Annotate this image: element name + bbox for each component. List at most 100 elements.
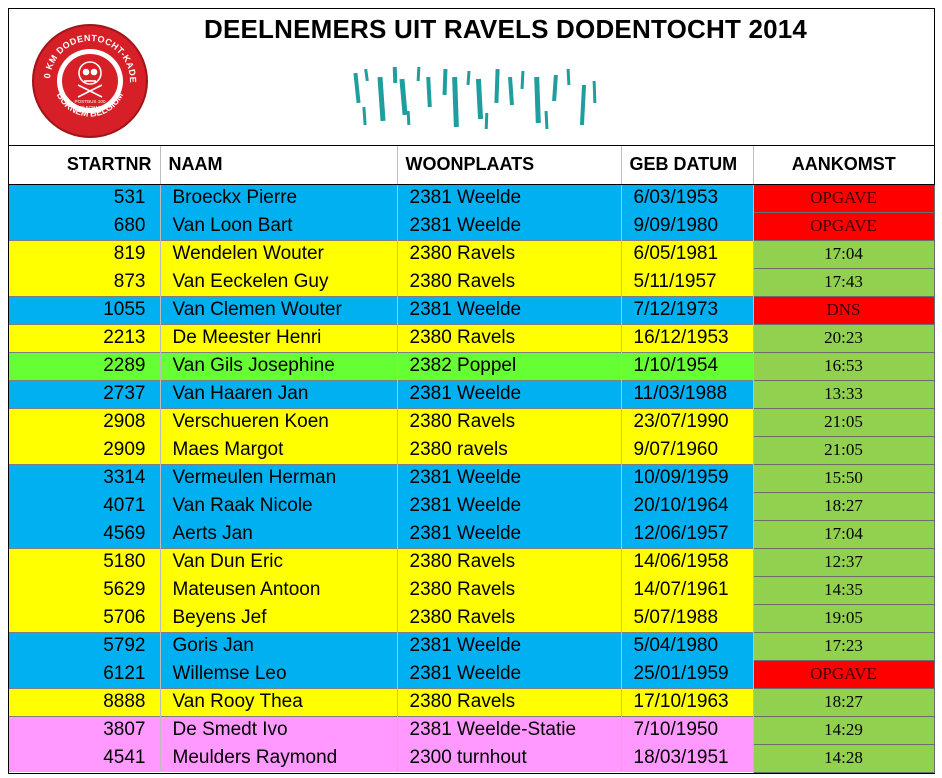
cell-startnr: 3314 (9, 463, 161, 492)
cell-startnr: 2909 (9, 436, 161, 464)
cell-naam: De Meester Henri (160, 323, 398, 352)
header-geb-datum: GEB DATUM (621, 146, 754, 185)
cell-aankomst: 12:37 (752, 547, 935, 577)
cell-geb-datum: 7/10/1950 (621, 715, 754, 744)
cell-geb-datum: 1/10/1954 (621, 351, 754, 380)
table-row: 5706 Beyens Jef 2380 Ravels 5/07/1988 19:05 (9, 603, 935, 633)
skull-icon (77, 61, 103, 98)
cell-naam: Van Gils Josephine (160, 351, 398, 380)
cell-woonplaats: 2382 Poppel (397, 351, 622, 380)
cell-aankomst: 21:05 (752, 435, 935, 465)
cell-geb-datum: 5/04/1980 (621, 631, 754, 660)
cell-aankomst: 15:50 (752, 463, 935, 493)
cell-geb-datum: 11/03/1988 (621, 379, 754, 408)
cell-geb-datum: 18/03/1951 (621, 744, 754, 772)
cell-geb-datum: 9/07/1960 (621, 436, 754, 464)
cell-aankomst: OPGAVE (752, 183, 935, 213)
cell-geb-datum: 10/09/1959 (621, 463, 754, 492)
cell-startnr: 2289 (9, 351, 161, 380)
cell-aankomst: 21:05 (752, 407, 935, 437)
cell-aankomst: 16:53 (752, 351, 935, 381)
cell-startnr: 6121 (9, 660, 161, 688)
cell-naam: Mateusen Antoon (160, 576, 398, 604)
cell-startnr: 2213 (9, 323, 161, 352)
cell-woonplaats: 2380 Ravels (397, 268, 622, 296)
cell-naam: Willemse Leo (160, 660, 398, 688)
cell-aankomst: DNS (752, 295, 935, 325)
cell-woonplaats: 2380 Ravels (397, 604, 622, 632)
cell-geb-datum: 20/10/1964 (621, 492, 754, 520)
cell-geb-datum: 6/03/1953 (621, 184, 754, 212)
cell-startnr: 5180 (9, 547, 161, 576)
table-row: 4071 Van Raak Nicole 2381 Weelde 20/10/1964… (9, 491, 935, 521)
table-row: 2909 Maes Margot 2380 ravels 9/07/1960 21:05 (9, 435, 935, 465)
cell-geb-datum: 14/07/1961 (621, 576, 754, 604)
cell-startnr: 5706 (9, 604, 161, 632)
cell-woonplaats: 2381 Weelde (397, 295, 622, 324)
cell-naam: Van Haaren Jan (160, 379, 398, 408)
cell-woonplaats: 2300 turnhout (397, 744, 622, 772)
table-row: 680 Van Loon Bart 2381 Weelde 9/09/1980 OPGA… (9, 211, 935, 241)
cell-startnr: 3807 (9, 715, 161, 744)
cell-naam: Meulders Raymond (160, 744, 398, 772)
table-row: 2289 Van Gils Josephine 2382 Poppel 1/10/19… (9, 351, 935, 381)
cell-startnr: 680 (9, 212, 161, 240)
cell-woonplaats: 2380 Ravels (397, 407, 622, 436)
cell-aankomst: 17:04 (752, 239, 935, 269)
cell-geb-datum: 6/05/1981 (621, 239, 754, 268)
cell-naam: Van Rooy Thea (160, 687, 398, 716)
table-row: 3314 Vermeulen Herman 2381 Weelde 10/09/195… (9, 463, 935, 493)
cell-startnr: 5792 (9, 631, 161, 660)
cell-naam: Maes Margot (160, 436, 398, 464)
cell-aankomst: 14:28 (752, 743, 935, 773)
cell-woonplaats: 2381 Weelde (397, 212, 622, 240)
cell-aankomst: 13:33 (752, 379, 935, 409)
cell-geb-datum: 14/06/1958 (621, 547, 754, 576)
logo-center-line1: POSTBUS 100 (75, 99, 106, 104)
cell-naam: Aerts Jan (160, 520, 398, 548)
cell-startnr: 2737 (9, 379, 161, 408)
cell-geb-datum: 16/12/1953 (621, 323, 754, 352)
cell-woonplaats: 2381 Weelde (397, 631, 622, 660)
cell-naam: Broeckx Pierre (160, 184, 398, 212)
cell-naam: Van Clemen Wouter (160, 295, 398, 324)
header-row: STARTNR NAAM WOONPLAATS GEB DATUM AANKOM… (9, 146, 934, 185)
cell-geb-datum: 7/12/1973 (621, 295, 754, 324)
cell-naam: Van Eeckelen Guy (160, 268, 398, 296)
table-row: 3807 De Smedt Ivo 2381 Weelde-Statie 7/10/1… (9, 715, 935, 745)
cell-woonplaats: 2380 Ravels (397, 547, 622, 576)
cell-woonplaats: 2380 Ravels (397, 687, 622, 716)
cell-aankomst: 17:04 (752, 519, 935, 549)
cell-aankomst: 14:35 (752, 575, 935, 605)
cell-naam: Van Loon Bart (160, 212, 398, 240)
cell-aankomst: 19:05 (752, 603, 935, 633)
header-startnr: STARTNR (9, 146, 161, 185)
cell-woonplaats: 2381 Weelde (397, 463, 622, 492)
cell-geb-datum: 5/11/1957 (621, 268, 754, 296)
table-row: 2908 Verschueren Koen 2380 Ravels 23/07/199… (9, 407, 935, 437)
cell-geb-datum: 25/01/1959 (621, 660, 754, 688)
cell-startnr: 4541 (9, 744, 161, 772)
table-row: 4569 Aerts Jan 2381 Weelde 12/06/1957 17:04 (9, 519, 935, 549)
header-naam: NAAM (160, 146, 398, 185)
cell-naam: Vermeulen Herman (160, 463, 398, 492)
cell-geb-datum: 12/06/1957 (621, 520, 754, 548)
table-row: 873 Van Eeckelen Guy 2380 Ravels 5/11/1957 1… (9, 267, 935, 297)
cell-woonplaats: 2380 Ravels (397, 576, 622, 604)
participants-sheet: 100 KM DODENTOCHT-KADEE BORNEM BELGIUM P… (8, 8, 935, 774)
table-row: 5792 Goris Jan 2381 Weelde 5/04/1980 17:23 (9, 631, 935, 661)
cell-startnr: 1055 (9, 295, 161, 324)
cell-startnr: 531 (9, 184, 161, 212)
cell-aankomst: 18:27 (752, 491, 935, 521)
cell-startnr: 819 (9, 239, 161, 268)
cell-woonplaats: 2380 Ravels (397, 239, 622, 268)
table-row: 8888 Van Rooy Thea 2380 Ravels 17/10/1963 18… (9, 687, 935, 717)
table-row: 4541 Meulders Raymond 2300 turnhout 18/03/1… (9, 743, 935, 773)
cell-woonplaats: 2381 Weelde (397, 184, 622, 212)
cell-aankomst: 18:27 (752, 687, 935, 717)
cell-aankomst: 17:43 (752, 267, 935, 297)
cell-aankomst: OPGAVE (752, 211, 935, 241)
cell-aankomst: OPGAVE (752, 659, 935, 689)
cell-naam: Van Dun Eric (160, 547, 398, 576)
cell-geb-datum: 17/10/1963 (621, 687, 754, 716)
